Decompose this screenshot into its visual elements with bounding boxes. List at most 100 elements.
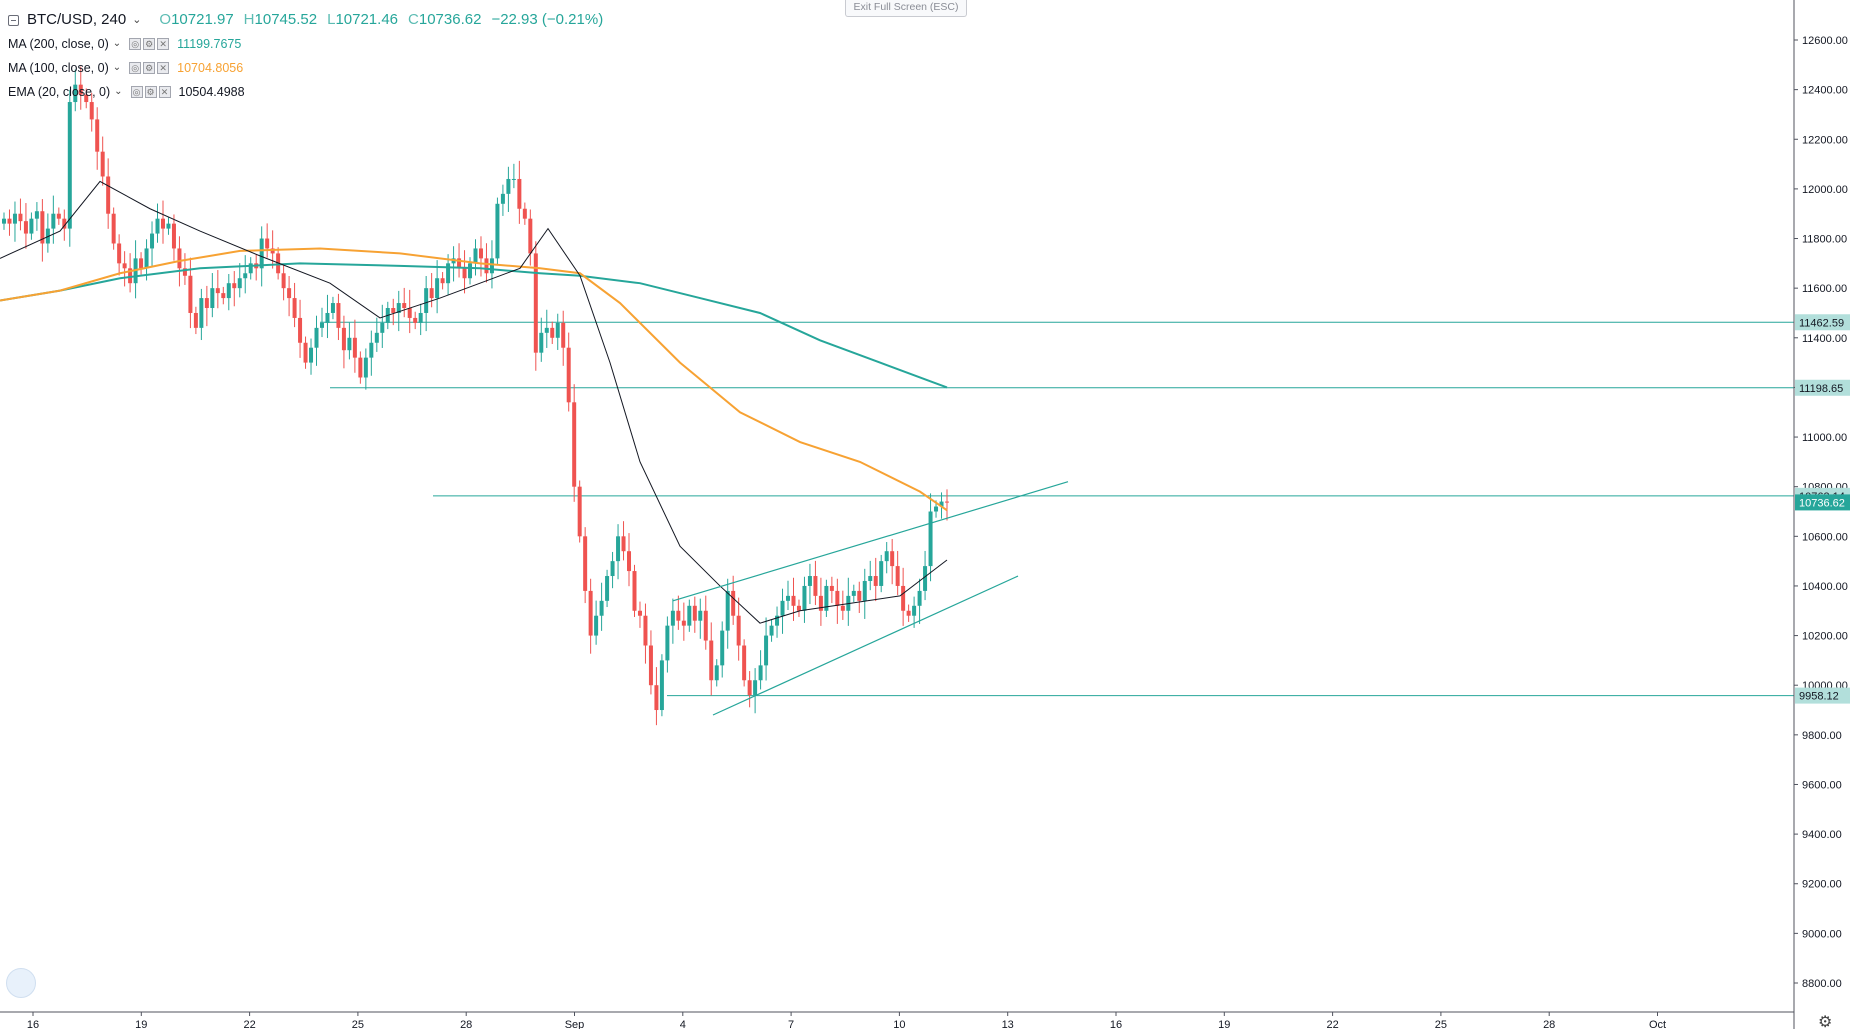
candle-body bbox=[117, 243, 122, 264]
candle-body bbox=[67, 102, 72, 229]
trendline[interactable] bbox=[712, 575, 1019, 716]
candle-body bbox=[670, 610, 675, 626]
candle-body bbox=[396, 303, 401, 313]
candle-body bbox=[73, 84, 78, 103]
candle-body bbox=[648, 645, 653, 686]
candle-body bbox=[391, 308, 396, 313]
candle-body bbox=[588, 590, 593, 636]
candle-body bbox=[56, 213, 61, 219]
price-tick-label: 9800.00 bbox=[1802, 730, 1842, 742]
candle-body bbox=[2, 218, 6, 224]
candle-body bbox=[352, 337, 357, 358]
candles bbox=[2, 66, 949, 726]
candle-body bbox=[539, 332, 544, 353]
candle-body bbox=[544, 327, 549, 333]
candle-body bbox=[873, 576, 878, 586]
price-axis[interactable]: 12600.00 12400.00 12200.00 12000.00 11800.00… bbox=[1793, 0, 1850, 1029]
candle-body bbox=[446, 263, 451, 284]
candle-body bbox=[424, 288, 429, 313]
candle-body bbox=[418, 312, 423, 323]
candle-body bbox=[511, 178, 516, 180]
close-icon[interactable]: ✕ bbox=[158, 86, 171, 98]
close-icon[interactable]: ✕ bbox=[157, 38, 170, 50]
price-tick-label: 9400.00 bbox=[1802, 829, 1842, 841]
candle-body bbox=[270, 248, 275, 254]
chevron-down-icon[interactable]: ⌄ bbox=[132, 14, 142, 26]
candle-body bbox=[747, 680, 752, 696]
candle-body bbox=[742, 645, 747, 681]
symbol-row: BTC/USD, 240 ⌄ O10721.97 H10745.52 L1072… bbox=[8, 8, 613, 32]
visibility-icon[interactable]: ◎ bbox=[129, 38, 142, 50]
candle-body bbox=[40, 211, 45, 244]
candle-body bbox=[824, 585, 829, 611]
candle-body bbox=[100, 151, 105, 177]
candle-body bbox=[7, 218, 12, 224]
time-tick-label: Oct bbox=[1649, 1019, 1666, 1029]
price-tick-label: 9600.00 bbox=[1802, 779, 1842, 791]
candle-body bbox=[429, 288, 434, 299]
time-tick-label: 4 bbox=[680, 1019, 686, 1029]
chevron-down-icon[interactable]: ⌄ bbox=[112, 38, 122, 49]
candle-body bbox=[51, 213, 56, 229]
ohlc-high: H10745.52 bbox=[243, 11, 318, 28]
candle-body bbox=[901, 585, 906, 611]
candle-body bbox=[210, 288, 215, 309]
candle-body bbox=[528, 218, 533, 254]
candle-body bbox=[468, 263, 473, 279]
symbol-title[interactable]: BTC/USD, 240 bbox=[27, 11, 127, 28]
candle-body bbox=[533, 253, 538, 353]
candle-body bbox=[786, 595, 791, 601]
candle-body bbox=[62, 218, 67, 229]
candle-body bbox=[128, 268, 133, 284]
settings-icon[interactable]: ⚙ bbox=[143, 38, 156, 50]
candle-body bbox=[106, 176, 111, 214]
candle-body bbox=[928, 511, 933, 567]
ema20-line bbox=[0, 180, 948, 624]
price-tick-label: 11800.00 bbox=[1802, 234, 1847, 246]
candle-body bbox=[796, 605, 801, 611]
gear-icon[interactable]: ⚙ bbox=[1818, 1014, 1833, 1031]
candle-body bbox=[111, 213, 116, 244]
candle-body bbox=[561, 322, 566, 348]
candle-body bbox=[369, 342, 374, 358]
visibility-icon[interactable]: ◎ bbox=[130, 86, 143, 98]
time-axis[interactable]: 16 19 22 25 28 Sep 4 7 10 13 16 19 22 25 28 Oct bbox=[0, 1011, 1794, 1029]
tradingview-logo-icon[interactable] bbox=[6, 968, 36, 998]
candle-body bbox=[319, 322, 324, 328]
level-label: 11198.65 bbox=[1799, 383, 1843, 395]
candle-body bbox=[248, 263, 253, 274]
settings-icon[interactable]: ⚙ bbox=[143, 62, 156, 74]
candle-body bbox=[720, 630, 725, 666]
chevron-down-icon[interactable]: ⌄ bbox=[114, 86, 123, 97]
exit-fullscreen-button[interactable]: Exit Full Screen (ESC) bbox=[845, 0, 967, 17]
candle-body bbox=[550, 327, 555, 338]
visibility-icon[interactable]: ◎ bbox=[129, 62, 142, 74]
candle-body bbox=[884, 551, 889, 562]
candle-body bbox=[572, 402, 577, 487]
price-tick-label: 12400.00 bbox=[1802, 85, 1848, 97]
collapse-icon[interactable] bbox=[8, 14, 19, 26]
indicator-ema20[interactable]: EMA (20, close, 0) ⌄ ◎ ⚙ ✕ 10504.4988 bbox=[8, 80, 613, 104]
current-price-box bbox=[1795, 494, 1850, 511]
indicator-ma100[interactable]: MA (100, close, 0) ⌄ ◎ ⚙ ✕ 10704.8056 bbox=[8, 56, 613, 80]
candle-body bbox=[703, 610, 708, 641]
candle-body bbox=[709, 640, 714, 681]
candle-body bbox=[522, 208, 527, 219]
candle-body bbox=[840, 605, 845, 611]
indicator-ma200[interactable]: MA (200, close, 0) ⌄ ◎ ⚙ ✕ 11199.7675 bbox=[8, 32, 613, 56]
horizontal-levels[interactable] bbox=[320, 321, 1794, 697]
trendline[interactable] bbox=[672, 481, 1069, 602]
candle-body bbox=[309, 347, 314, 363]
time-tick-label: 10 bbox=[893, 1019, 905, 1029]
current-price-label: 10736.62 bbox=[1799, 497, 1845, 509]
chevron-down-icon[interactable]: ⌄ bbox=[112, 62, 122, 73]
candle-body bbox=[330, 303, 335, 313]
price-tick-label: 11000.00 bbox=[1802, 432, 1847, 444]
candle-body bbox=[780, 600, 785, 616]
settings-icon[interactable]: ⚙ bbox=[144, 86, 157, 98]
close-icon[interactable]: ✕ bbox=[157, 62, 170, 74]
candle-body bbox=[923, 566, 928, 591]
price-tick-label: 10400.00 bbox=[1802, 581, 1848, 593]
trendlines[interactable] bbox=[672, 481, 1069, 716]
